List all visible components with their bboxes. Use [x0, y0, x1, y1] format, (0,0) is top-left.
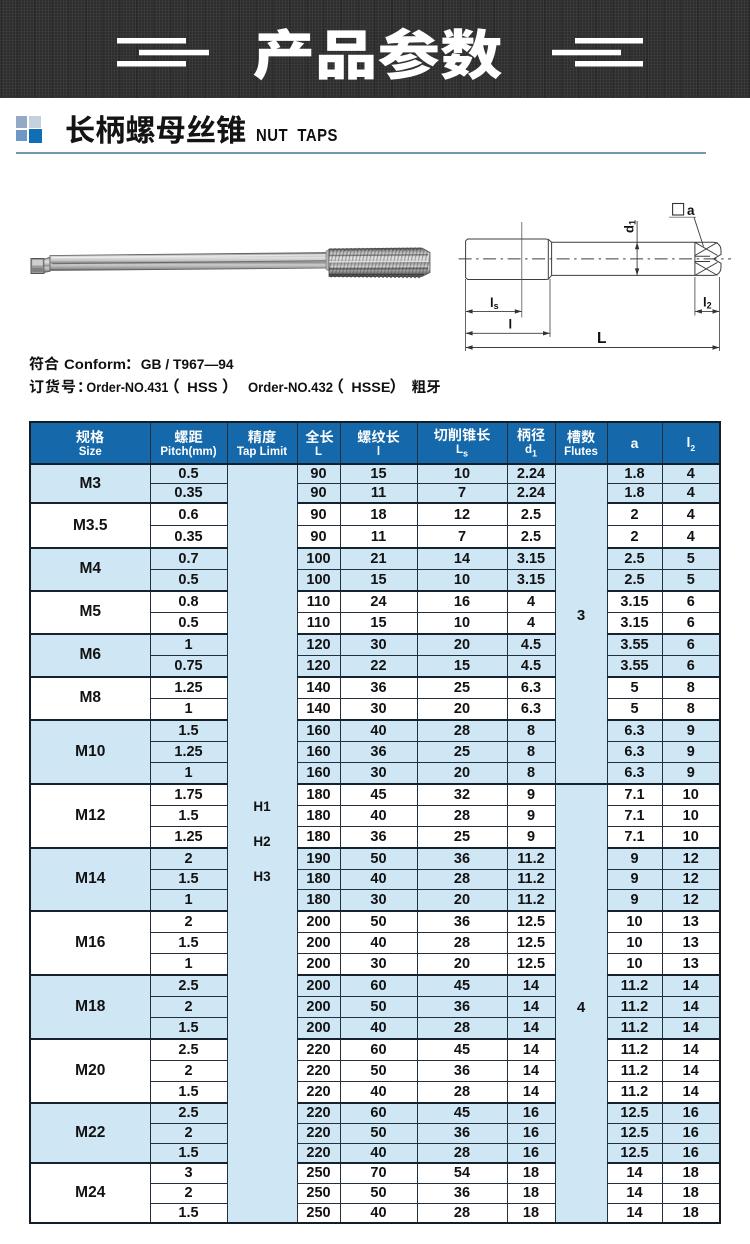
svg-text:a: a	[687, 203, 695, 218]
svg-text:ls: ls	[490, 295, 499, 311]
svg-text:l: l	[509, 317, 513, 332]
svg-text:Conform: Conform	[64, 356, 126, 372]
svg-text:Order-NO.431: Order-NO.431	[86, 379, 168, 395]
svg-text:HSS: HSS	[187, 379, 217, 395]
svg-text:HSSE: HSSE	[351, 379, 390, 395]
svg-text:L: L	[597, 330, 606, 347]
svg-text:GB / T967—94: GB / T967—94	[141, 356, 234, 372]
svg-text:d1: d1	[622, 220, 638, 233]
svg-text:l2: l2	[703, 295, 712, 311]
svg-text:Order-NO.432: Order-NO.432	[248, 379, 333, 395]
